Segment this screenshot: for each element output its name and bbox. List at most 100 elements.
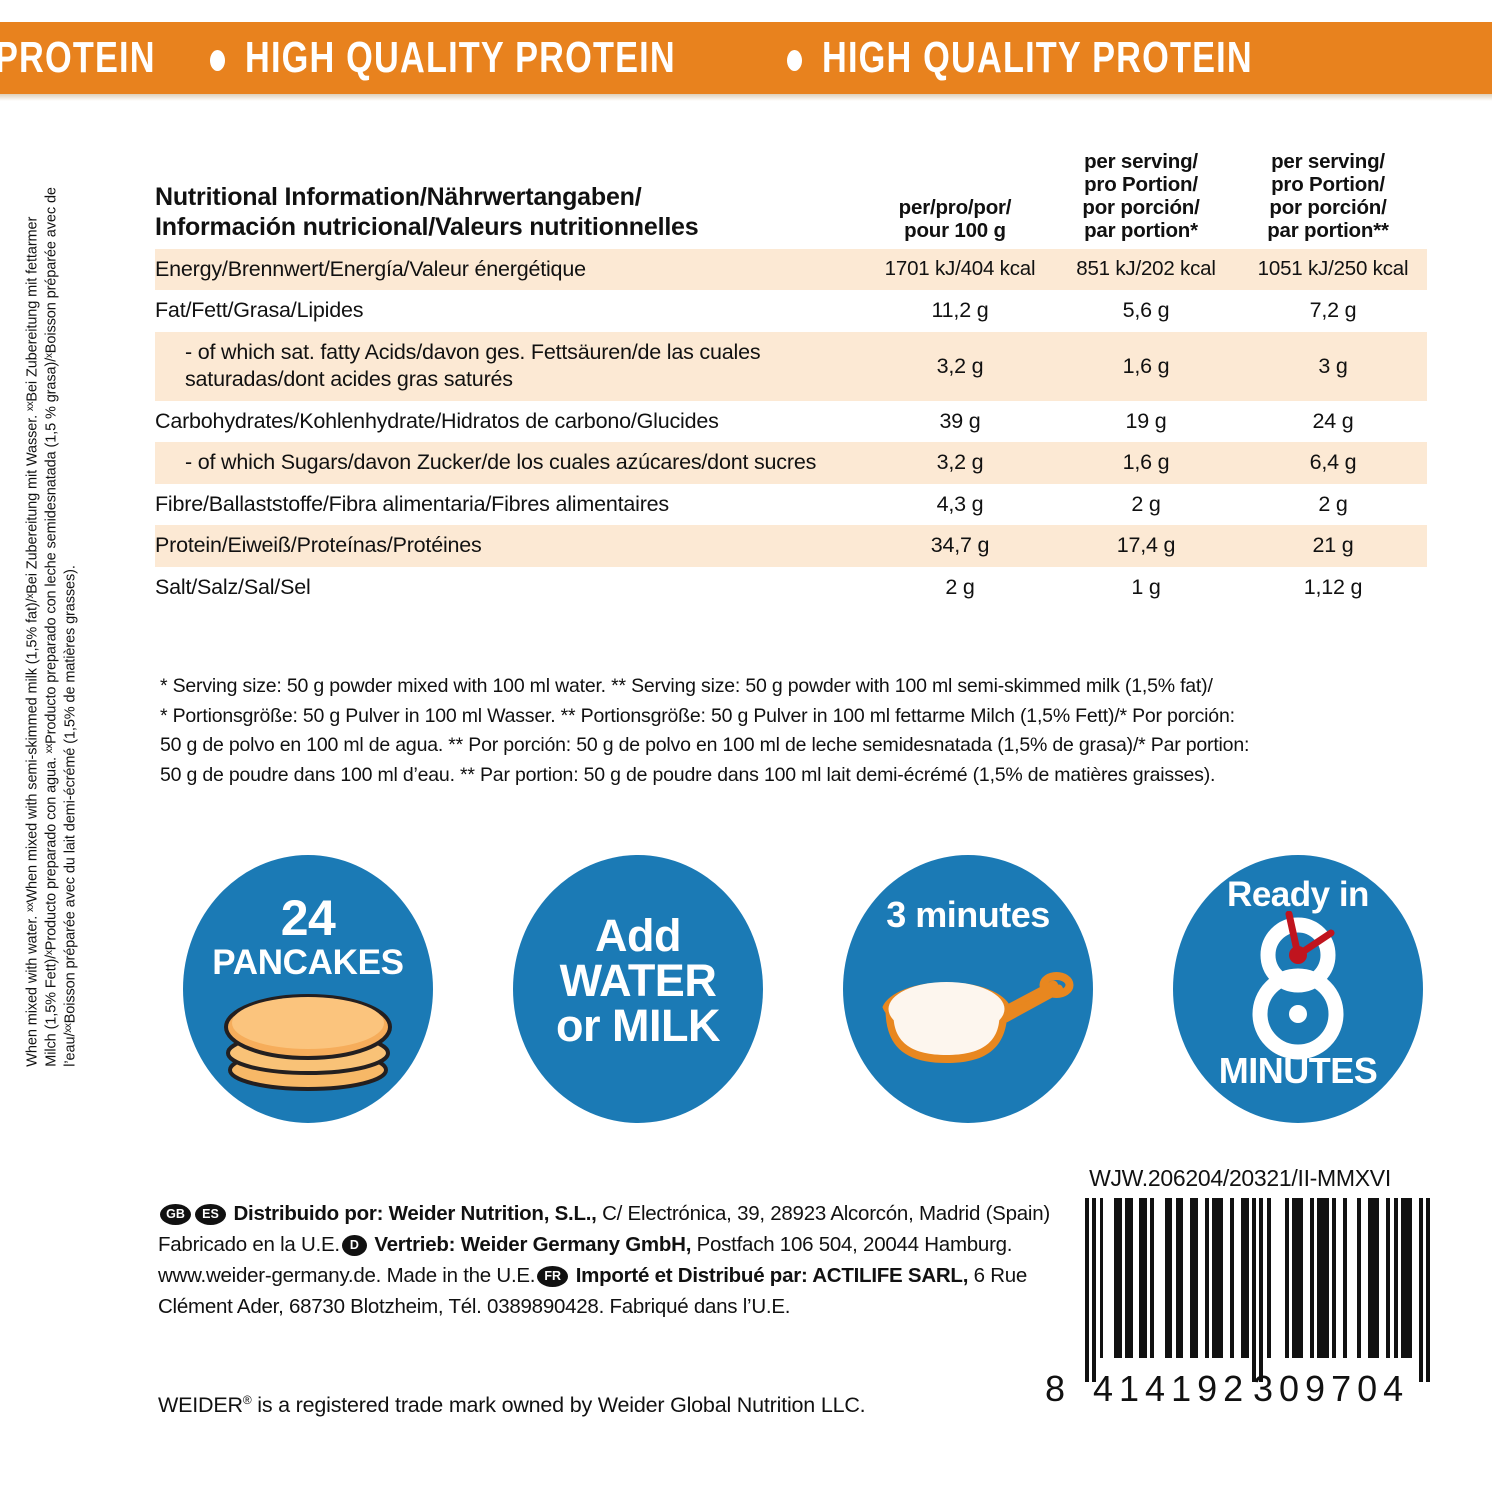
bullet-dot-icon — [787, 49, 803, 71]
table-row: Energy/Brennwert/Energía/Valeur énergéti… — [155, 248, 1427, 291]
registered-mark-icon: ® — [242, 1393, 252, 1407]
badge-cook-time: 3 minutes — [843, 855, 1093, 1123]
nutrient-value-100g: 11,2 g — [931, 298, 989, 323]
nutrient-value-serving-water: 1,6 g — [1053, 331, 1239, 401]
trademark-text: is a registered trade mark owned by Weid… — [251, 1393, 866, 1418]
table-header-row: Nutritional Information/Nährwertangaben/… — [155, 150, 1427, 249]
distributor-de-rest: Postfach 106 504, 20044 Hamburg. www.wei… — [158, 1233, 1013, 1288]
badge-add-line-3: or MILK — [556, 1000, 720, 1051]
badge-pancake-label: PANCAKES — [212, 943, 404, 982]
barcode-lead-digit: 8 — [1045, 1368, 1067, 1409]
footnote-line-1: * Serving size: 50 g powder mixed with 1… — [160, 675, 1213, 697]
nutrient-value-serving-water: 19 g — [1125, 408, 1167, 433]
clock-eight-icon — [1223, 910, 1373, 1066]
side-note-rotated: When mixed with water. ˣˣWhen mixed with… — [23, 7, 80, 1067]
nutrient-value-100g: 34,7 g — [867, 525, 1053, 567]
badge-add-line-1: Add — [595, 910, 681, 961]
badge-cook-time-label: 3 minutes — [886, 894, 1050, 935]
table-row: - of which sat. fatty Acids/davon ges. F… — [155, 331, 1427, 401]
col2-header-line-3: por porción/ — [1082, 196, 1200, 220]
col1-header-line-2: pour 100 g — [904, 219, 1006, 243]
nutrient-value-100g: 1701 kJ/404 kcal — [867, 248, 1053, 291]
feature-badges: 24 PANCAKES Add WATER or MILK 3 minutes — [155, 855, 1445, 1130]
table-row: Fibre/Ballaststoffe/Fibra alimentaria/Fi… — [155, 484, 1427, 526]
nutrient-value-100g: 4,3 g — [936, 491, 984, 516]
nutrient-label: Fibre/Ballaststoffe/Fibra alimentaria/Fi… — [155, 491, 669, 516]
badge-add-line-2: WATER — [559, 955, 717, 1006]
nutrient-value-serving-milk: 2 g — [1318, 491, 1348, 516]
col3-header-line-4: par portion** — [1267, 219, 1389, 243]
table-row: Fat/Fett/Grasa/Lipides 11,2 g 5,6 g 7,2 … — [155, 290, 1427, 332]
nutrient-value-serving-milk: 1051 kJ/250 kcal — [1239, 248, 1427, 291]
nutrient-label: Energy/Brennwert/Energía/Valeur énergéti… — [155, 248, 867, 291]
nutrient-label: - of which sat. fatty Acids/davon ges. F… — [155, 331, 867, 401]
nutrition-table: Nutritional Information/Nährwertangaben/… — [155, 150, 1427, 608]
batch-code: WJW.206204/20321/II-MMXVI — [1089, 1165, 1391, 1191]
column-header-per-100g: per/pro/por/ pour 100 g — [867, 150, 1053, 249]
footnote-line-3: 50 g de polvo en 100 ml de agua. ** Por … — [160, 734, 1250, 757]
nutrient-value-serving-milk: 7,2 g — [1309, 298, 1357, 323]
barcode-digits: 8 414192 309704 — [1045, 1368, 1435, 1422]
col3-header-line-3: por porción/ — [1269, 196, 1387, 220]
promo-banner-phrase-1: HIGH QUALITY PROTEIN — [244, 33, 676, 82]
promo-banner: ITY PROTEIN HIGH QUALITY PROTEIN HIGH QUAL… — [0, 22, 1492, 94]
nutrient-label: Salt/Salz/Sal/Sel — [155, 574, 311, 599]
nutrient-value-serving-milk: 21 g — [1239, 525, 1427, 567]
col1-header-line-1: per/pro/por/ — [898, 196, 1012, 220]
badge-pancake-count: 24 PANCAKES — [183, 855, 433, 1123]
barcode-left-group: 414192 — [1093, 1368, 1250, 1409]
nutrient-label: Carbohydrates/Kohlenhydrate/Hidratos de … — [155, 408, 719, 433]
frying-pan-icon — [861, 955, 1076, 1080]
col2-header-line-1: per serving/ — [1084, 150, 1198, 173]
barcode-right-group: 309704 — [1253, 1368, 1410, 1409]
distributor-info: GB ES Distribuido por: Weider Nutrition, … — [158, 1198, 1063, 1323]
nutrient-label: Fat/Fett/Grasa/Lipides — [155, 298, 364, 323]
table-title: Nutritional Information/Nährwertangaben/… — [155, 150, 867, 249]
column-header-per-serving-water: per serving/ pro Portion/ por porción/ p… — [1053, 150, 1239, 249]
side-note-line-2: Milch (1,5% Fett)/ˣProducto preparado co… — [43, 187, 60, 1067]
table-title-line-2: Información nutricional/Valeurs nutritio… — [155, 213, 699, 242]
banner-shadow — [0, 94, 1492, 101]
footnote-line-4: 50 g de poudre dans 100 ml d’eau. ** Par… — [160, 763, 1216, 786]
promo-banner-partial: ITY PROTEIN — [0, 33, 156, 82]
promo-banner-phrase-2: HIGH QUALITY PROTEIN — [822, 33, 1254, 82]
nutrient-value-serving-water: 1,6 g — [1053, 442, 1239, 484]
table-row: Salt/Salz/Sal/Sel 2 g 1 g 1,12 g — [155, 567, 1427, 609]
country-code-de-icon: D — [341, 1235, 367, 1257]
nutrition-table-body: Energy/Brennwert/Energía/Valeur énergéti… — [155, 248, 1427, 609]
col2-header-line-2: pro Portion/ — [1084, 173, 1198, 197]
nutrient-value-serving-water: 17,4 g — [1053, 525, 1239, 567]
table-row: - of which Sugars/davon Zucker/de los cu… — [155, 442, 1427, 484]
bullet-dot-icon — [209, 49, 225, 71]
nutrient-value-100g: 3,2 g — [867, 331, 1053, 401]
badge-ready-label: Ready in — [1227, 875, 1369, 914]
footnote-line-2: * Portionsgröße: 50 g Pulver in 100 ml W… — [160, 704, 1235, 727]
nutrient-value-serving-milk: 6,4 g — [1239, 442, 1427, 484]
side-note-line-3: l’eau/ˣˣBoisson préparée avec du lait de… — [62, 565, 79, 1067]
badge-minutes-label: MINUTES — [1218, 1050, 1378, 1091]
table-title-line-1: Nutritional Information/Nährwertangaben/ — [155, 182, 642, 211]
nutrient-label: - of which Sugars/davon Zucker/de los cu… — [155, 442, 867, 484]
table-row: Carbohydrates/Kohlenhydrate/Hidratos de … — [155, 401, 1427, 443]
distributor-es-rest: C/ Electrónica, 39, 28923 Alcorcón, Madr… — [158, 1202, 1050, 1257]
country-code-gb-icon: GB — [160, 1204, 191, 1225]
barcode-block: WJW.206204/20321/II-MMXVI 8 414192 30970… — [1045, 1165, 1435, 1422]
nutrient-value-100g: 3,2 g — [867, 442, 1053, 484]
nutrient-value-serving-water: 1 g — [1131, 575, 1161, 599]
nutrient-value-serving-milk: 3 g — [1239, 331, 1427, 401]
badge-ready-time: Ready in MINUTES — [1173, 855, 1423, 1123]
col2-header-line-4: par portion* — [1084, 219, 1198, 243]
nutrient-value-serving-water: 2 g — [1131, 491, 1161, 516]
nutrient-value-serving-milk: 1,12 g — [1303, 575, 1363, 599]
barcode-bars — [1085, 1198, 1431, 1382]
nutrient-value-100g: 39 g — [939, 408, 981, 433]
distributor-es-bold: Distribuido por: Weider Nutrition, S.L., — [233, 1202, 597, 1225]
table-row: Protein/Eiweiß/Proteínas/Protéines 34,7 … — [155, 525, 1427, 567]
serving-size-footnote: * Serving size: 50 g powder mixed with 1… — [160, 672, 1440, 791]
nutrient-value-serving-water: 851 kJ/202 kcal — [1053, 248, 1239, 291]
side-note-line-1: When mixed with water. ˣˣWhen mixed with… — [24, 216, 41, 1067]
nutrient-value-serving-milk: 24 g — [1312, 408, 1354, 433]
distributor-de-bold: Vertrieb: Weider Germany GmbH, — [374, 1233, 692, 1257]
col3-header-line-1: per serving/ — [1271, 150, 1385, 173]
badge-add-liquid: Add WATER or MILK — [513, 855, 763, 1123]
